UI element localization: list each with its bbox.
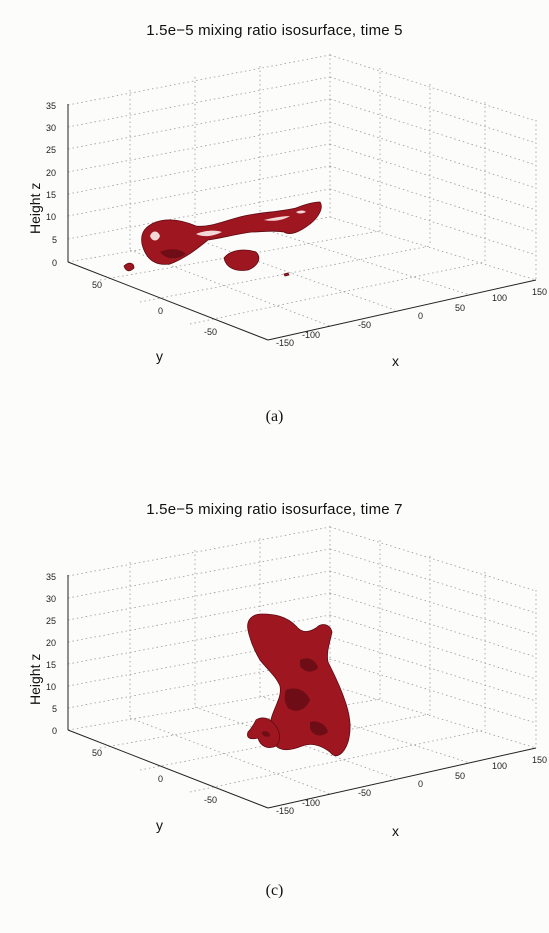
svg-text:0: 0 [418, 311, 423, 321]
svg-text:-100: -100 [302, 330, 320, 340]
svg-text:50: 50 [455, 303, 465, 313]
svg-text:0: 0 [52, 258, 57, 268]
figure-caption: (c) [265, 882, 284, 899]
x-tick-labels: -150 -100 -50 0 50 100 150 [276, 287, 547, 348]
svg-text:50: 50 [92, 280, 102, 290]
x-axis-label: x [392, 353, 399, 369]
svg-text:15: 15 [46, 660, 56, 670]
svg-text:15: 15 [46, 190, 56, 200]
svg-text:10: 10 [46, 682, 56, 692]
svg-text:50: 50 [455, 771, 465, 781]
z-axis-label: Height z [27, 183, 43, 234]
svg-text:30: 30 [46, 594, 56, 604]
z-tick-labels: 0 5 10 15 20 25 30 35 [46, 101, 57, 268]
svg-text:150: 150 [532, 755, 547, 765]
svg-text:25: 25 [46, 616, 56, 626]
svg-text:150: 150 [532, 287, 547, 297]
svg-text:0: 0 [158, 774, 163, 784]
svg-text:0: 0 [158, 306, 163, 316]
figure-caption: (a) [265, 408, 284, 425]
y-tick-labels: 50 0 -50 [92, 748, 217, 805]
plot-title: 1.5e−5 mixing ratio isosurface, time 5 [146, 22, 403, 39]
svg-text:25: 25 [46, 145, 56, 155]
svg-text:10: 10 [46, 212, 56, 222]
svg-text:100: 100 [492, 293, 507, 303]
svg-text:20: 20 [46, 168, 56, 178]
figure-panel-a: 1.5e−5 mixing ratio isosurface, time 5 [0, 0, 549, 466]
svg-text:0: 0 [52, 726, 57, 736]
isosurface-blob-c [247, 613, 351, 756]
plot-title: 1.5e−5 mixing ratio isosurface, time 7 [146, 501, 403, 518]
x-tick-labels: -150 -100 -50 0 50 100 150 [276, 755, 547, 816]
svg-text:-100: -100 [302, 798, 320, 808]
svg-text:-150: -150 [276, 806, 294, 816]
x-axis-label: x [392, 823, 399, 839]
svg-text:100: 100 [492, 761, 507, 771]
svg-text:5: 5 [52, 235, 57, 245]
svg-text:5: 5 [52, 704, 57, 714]
z-axis-label: Height z [27, 654, 43, 705]
z-tick-labels: 0 5 10 15 20 25 30 35 [46, 572, 57, 736]
svg-text:-50: -50 [204, 795, 217, 805]
y-tick-labels: 50 0 -50 [92, 280, 217, 337]
svg-text:35: 35 [46, 101, 56, 111]
figure-panel-c: 1.5e−5 mixing ratio isosurface, time 7 [0, 466, 549, 933]
svg-text:20: 20 [46, 638, 56, 648]
isosurface-plot-3d: 0 5 10 15 20 25 30 35 Height z 50 0 -50 … [27, 526, 547, 839]
svg-text:35: 35 [46, 572, 56, 582]
grid-lines [67, 54, 537, 327]
svg-text:50: 50 [92, 748, 102, 758]
svg-text:-50: -50 [358, 320, 371, 330]
svg-text:30: 30 [46, 123, 56, 133]
axis-lines [67, 104, 537, 341]
svg-text:-50: -50 [204, 327, 217, 337]
isosurface-blob-a [123, 201, 322, 277]
isosurface-plot-3d: 0 5 10 15 20 25 30 35 Height z 50 0 -50 … [27, 54, 547, 369]
svg-text:0: 0 [418, 779, 423, 789]
svg-text:-50: -50 [358, 788, 371, 798]
y-axis-label: y [156, 348, 163, 364]
y-axis-label: y [156, 817, 163, 833]
axis-lines [67, 575, 537, 809]
svg-text:-150: -150 [276, 338, 294, 348]
